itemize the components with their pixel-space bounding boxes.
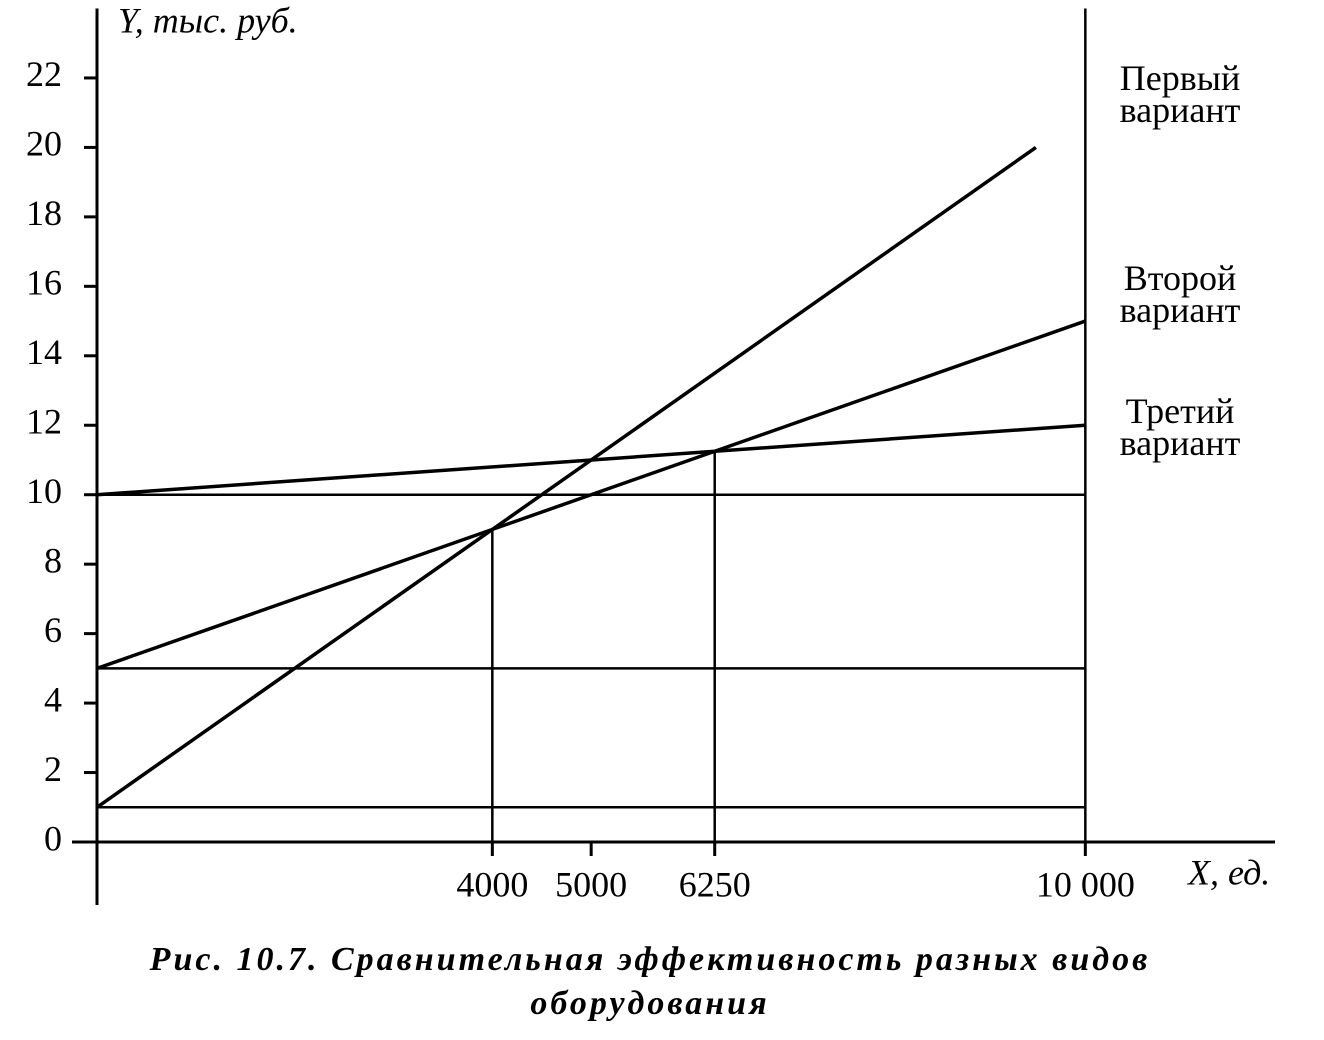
- series-label: Первый вариант: [1119, 58, 1241, 130]
- y-axis-label: Y, тыс. руб.: [118, 0, 298, 40]
- series-label: Второй вариант: [1119, 258, 1241, 330]
- y-tick-label: 0: [44, 818, 62, 858]
- y-tick-label: 18: [26, 193, 62, 233]
- y-tick-label: 22: [26, 54, 62, 94]
- x-axis-label: X, ед.: [1186, 852, 1270, 892]
- y-tick-label: 14: [26, 332, 62, 372]
- series-label: Третий вариант: [1119, 391, 1241, 463]
- y-tick-label: 8: [44, 540, 62, 580]
- series-line: [95, 145, 1037, 809]
- y-tick-label: 6: [44, 610, 62, 650]
- x-tick-label: 5000: [555, 864, 627, 904]
- series-line: [96, 319, 1086, 671]
- y-tick-label: 4: [44, 679, 62, 719]
- caption: Рис. 10.7. Сравнительная эффективность р…: [149, 941, 1151, 1022]
- x-tick-label: 4000: [456, 864, 528, 904]
- y-tick-label: 2: [44, 749, 62, 789]
- x-tick-label: 6250: [679, 864, 751, 904]
- series-line: [96, 423, 1086, 497]
- y-tick-label: 16: [26, 263, 62, 303]
- y-tick-label: 10: [26, 471, 62, 511]
- x-tick-label: 10 000: [1036, 864, 1135, 904]
- y-tick-label: 12: [26, 402, 62, 442]
- y-tick-label: 20: [26, 124, 62, 164]
